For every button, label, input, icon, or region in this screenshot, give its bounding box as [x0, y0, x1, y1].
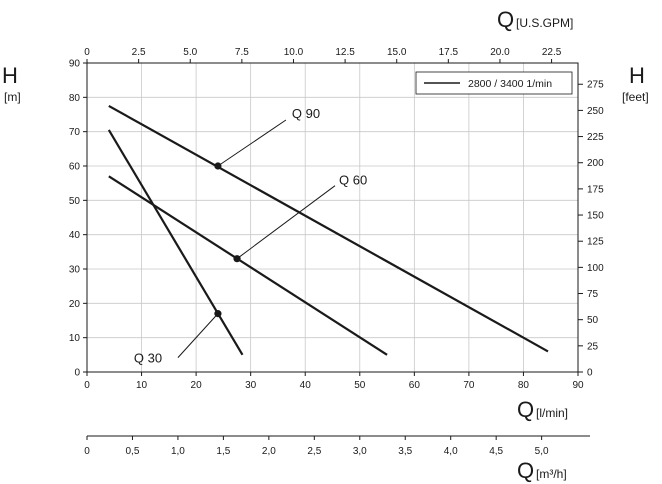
marker-q-90	[214, 162, 222, 170]
curve-label-q-60: Q 60	[339, 173, 367, 188]
axis-ticks	[83, 59, 583, 440]
x-bottom-tick-label: 20	[191, 380, 203, 391]
x-m3h-symbol: Q	[517, 458, 534, 483]
plot-frame	[86, 62, 579, 373]
x-m3h-tick-label: 0	[84, 446, 90, 457]
y-right-tick-label: 150	[587, 211, 604, 222]
y-right-tick-label: 175	[587, 184, 604, 195]
y-left-unit: [m]	[4, 90, 21, 104]
x-bottom-tick-label: 50	[354, 380, 366, 391]
x-bottom-tick-label: 0	[84, 380, 90, 391]
y-left-tick-label: 70	[69, 127, 81, 138]
x-top-tick-label: 7.5	[235, 47, 249, 58]
y-right-tick-label: 0	[587, 368, 593, 379]
grid	[87, 63, 578, 372]
x-top-tick-label: 0	[84, 47, 90, 58]
x-top-unit: [U.S.GPM]	[516, 16, 573, 30]
legend-box	[415, 71, 573, 95]
y-right-tick-label: 225	[587, 132, 604, 143]
curve-label-q-90: Q 90	[292, 106, 320, 121]
y-right-tick-label: 275	[587, 80, 604, 91]
y-left-tick-label: 10	[69, 333, 81, 344]
x-m3h-tick-label: 0,5	[126, 446, 140, 457]
y-right-tick-label: 75	[587, 289, 599, 300]
y-right-tick-label: 50	[587, 315, 599, 326]
x-top-symbol: Q	[497, 7, 514, 32]
y-left-tick-label: 20	[69, 299, 81, 310]
x-top-tick-label: 20.0	[490, 47, 510, 58]
x-m3h-tick-label: 3,5	[398, 446, 412, 457]
y-left-tick-label: 90	[69, 59, 81, 70]
x-m3h-tick-label: 4,5	[489, 446, 503, 457]
x-m3h-tick-label: 4,0	[444, 446, 458, 457]
x-top-tick-label: 22.5	[542, 47, 562, 58]
x-bottom-tick-label: 90	[572, 380, 584, 391]
x-bottom-unit: [l/min]	[536, 406, 568, 420]
x-top-tick-label: 10.0	[284, 47, 304, 58]
curve-q-60	[108, 175, 388, 356]
y-left-tick-label: 30	[69, 265, 81, 276]
y-left-tick-label: 40	[69, 230, 81, 241]
leader-q-30	[177, 313, 219, 358]
x-top-tick-label: 5.0	[183, 47, 197, 58]
curve-label-q-30: Q 30	[134, 351, 162, 366]
y-right-tick-label: 200	[587, 158, 604, 169]
x-top-tick-label: 12.5	[335, 47, 355, 58]
y-left-symbol: H	[2, 63, 18, 88]
curves: Q 90 Q 60 Q 30	[107, 104, 549, 366]
marker-q-30	[214, 310, 222, 318]
x-top-tick-label: 15.0	[387, 47, 407, 58]
x-m3h-tick-label: 1,0	[171, 446, 185, 457]
legend: 2800 / 3400 1/min	[415, 71, 573, 95]
x-bottom-tick-label: 80	[518, 380, 530, 391]
x-m3h-tick-label: 1,5	[216, 446, 230, 457]
y-right-tick-label: 250	[587, 106, 604, 117]
y-left-tick-label: 80	[69, 93, 81, 104]
x-bottom-tick-label: 30	[245, 380, 257, 391]
y-right-symbol: H	[629, 63, 645, 88]
x-bottom-tick-label: 70	[463, 380, 475, 391]
x-m3h-tick-label: 2,5	[307, 446, 321, 457]
x-m3h-tick-label: 5,0	[535, 446, 549, 457]
x-top-tick-label: 17.5	[439, 47, 459, 58]
leader-q-90	[217, 119, 287, 167]
marker-q-60	[233, 255, 241, 263]
x-m3h-tick-label: 2,0	[262, 446, 276, 457]
x-m3h-unit: [m³/h]	[536, 467, 567, 481]
x-top-tick-label: 2.5	[132, 47, 146, 58]
x-bottom-tick-label: 10	[136, 380, 148, 391]
y-left-tick-label: 0	[74, 368, 80, 379]
y-right-tick-label: 125	[587, 237, 604, 248]
x-bottom-tick-label: 40	[300, 380, 312, 391]
curve-q-90	[108, 104, 549, 353]
y-right-tick-label: 100	[587, 263, 604, 274]
x-m3h-tick-label: 3,0	[353, 446, 367, 457]
y-left-tick-label: 60	[69, 162, 81, 173]
x-bottom-tick-label: 60	[409, 380, 421, 391]
y-right-tick-label: 25	[587, 341, 599, 352]
y-right-unit: [feet]	[622, 90, 649, 104]
y-left-tick-label: 50	[69, 196, 81, 207]
curve-q-30	[107, 129, 244, 356]
legend-entry: 2800 / 3400 1/min	[468, 78, 552, 90]
x-bottom-symbol: Q	[517, 397, 534, 422]
leader-q-60	[236, 185, 336, 260]
